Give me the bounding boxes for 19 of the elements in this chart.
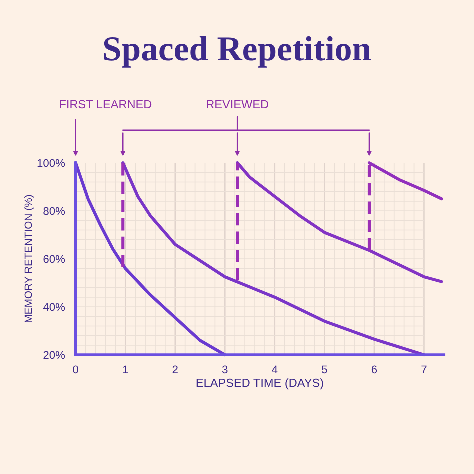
x-tick-label: 5	[322, 366, 328, 374]
y-tick-label: 60%	[44, 255, 66, 264]
y-axis-title: MEMORY RETENTION (%)	[24, 195, 34, 323]
x-tick-label: 7	[422, 366, 427, 374]
y-tick-label: 80%	[44, 207, 66, 216]
x-tick-label: 3	[222, 366, 228, 374]
x-tick-label: 6	[372, 366, 378, 374]
x-axis-title: ELAPSED TIME (DAYS)	[196, 378, 324, 390]
text: REVIEWED	[207, 100, 269, 109]
x-tick-label: 1	[123, 366, 128, 374]
line-series	[236, 162, 444, 284]
y-tick-label: 20%	[44, 351, 66, 360]
y-tick-label: 40%	[43, 303, 66, 312]
x-tick-label: 2	[172, 366, 178, 374]
chart-title: Spaced Repetition	[104, 36, 372, 68]
x-tick-label: 0	[73, 366, 78, 374]
x-tick-label: 4	[272, 366, 278, 374]
y-tick-label: 100%	[38, 159, 66, 168]
text: FIRST LEARNED	[60, 100, 152, 109]
